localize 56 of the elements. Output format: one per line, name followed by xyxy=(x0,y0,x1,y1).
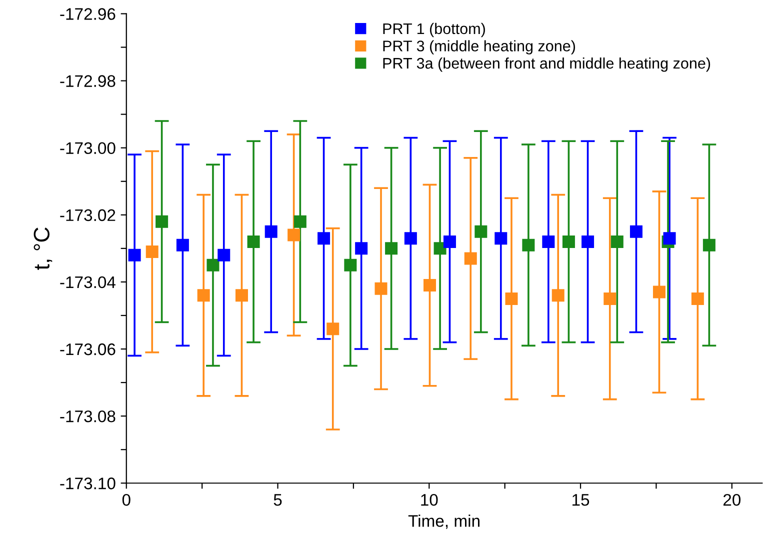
point xyxy=(652,286,666,298)
y-tick-label: -173.02 xyxy=(60,209,116,222)
point xyxy=(146,246,158,258)
point xyxy=(464,252,477,265)
point xyxy=(505,292,518,305)
point xyxy=(423,279,436,292)
point xyxy=(542,235,555,248)
y-tick-label: -173.10 xyxy=(60,478,116,490)
point xyxy=(176,238,189,252)
point xyxy=(374,282,388,295)
point xyxy=(610,235,624,248)
point xyxy=(128,248,141,262)
y-axis-title: t, °C xyxy=(34,228,52,270)
point xyxy=(235,289,248,302)
x-tick-label: 5 xyxy=(274,494,282,506)
y-tick-label: -172.98 xyxy=(60,75,116,87)
point xyxy=(630,225,642,238)
point xyxy=(702,238,716,252)
point xyxy=(197,289,210,302)
point xyxy=(434,242,446,255)
point xyxy=(294,215,306,228)
x-tick-label: 10 xyxy=(421,494,438,506)
y-tick-label: -173.08 xyxy=(60,410,116,422)
y-tick-label: -173.06 xyxy=(60,343,116,356)
y-tick-label: -173.00 xyxy=(60,142,116,154)
point xyxy=(344,258,357,272)
x-axis-title: Time, min xyxy=(408,514,480,529)
legend-label: PRT 3 (middle heating zone) xyxy=(383,40,576,54)
point xyxy=(663,232,676,245)
x-tick-label: 0 xyxy=(122,494,130,506)
point xyxy=(206,258,220,272)
point xyxy=(247,235,260,248)
point xyxy=(582,235,594,248)
point xyxy=(218,248,230,262)
y-tick-label: -173.04 xyxy=(60,276,116,288)
point xyxy=(404,232,417,245)
point xyxy=(494,232,508,245)
point xyxy=(318,232,330,245)
y-tick-label: -172.96 xyxy=(60,8,116,20)
point xyxy=(385,242,398,255)
point xyxy=(355,242,368,255)
point xyxy=(443,235,456,248)
x-tick-label: 15 xyxy=(572,494,590,506)
point xyxy=(288,228,300,242)
point xyxy=(326,322,340,336)
point xyxy=(522,238,535,252)
point xyxy=(562,235,575,248)
legend-label: PRT 1 (bottom) xyxy=(383,22,485,38)
point xyxy=(474,225,488,238)
point xyxy=(156,215,168,228)
point xyxy=(691,292,704,305)
x-tick-label: 20 xyxy=(723,494,741,506)
point xyxy=(552,289,564,302)
point xyxy=(264,225,278,238)
legend-label: PRT 3a (between front and middle heating zone) xyxy=(383,57,710,72)
point xyxy=(604,292,616,305)
